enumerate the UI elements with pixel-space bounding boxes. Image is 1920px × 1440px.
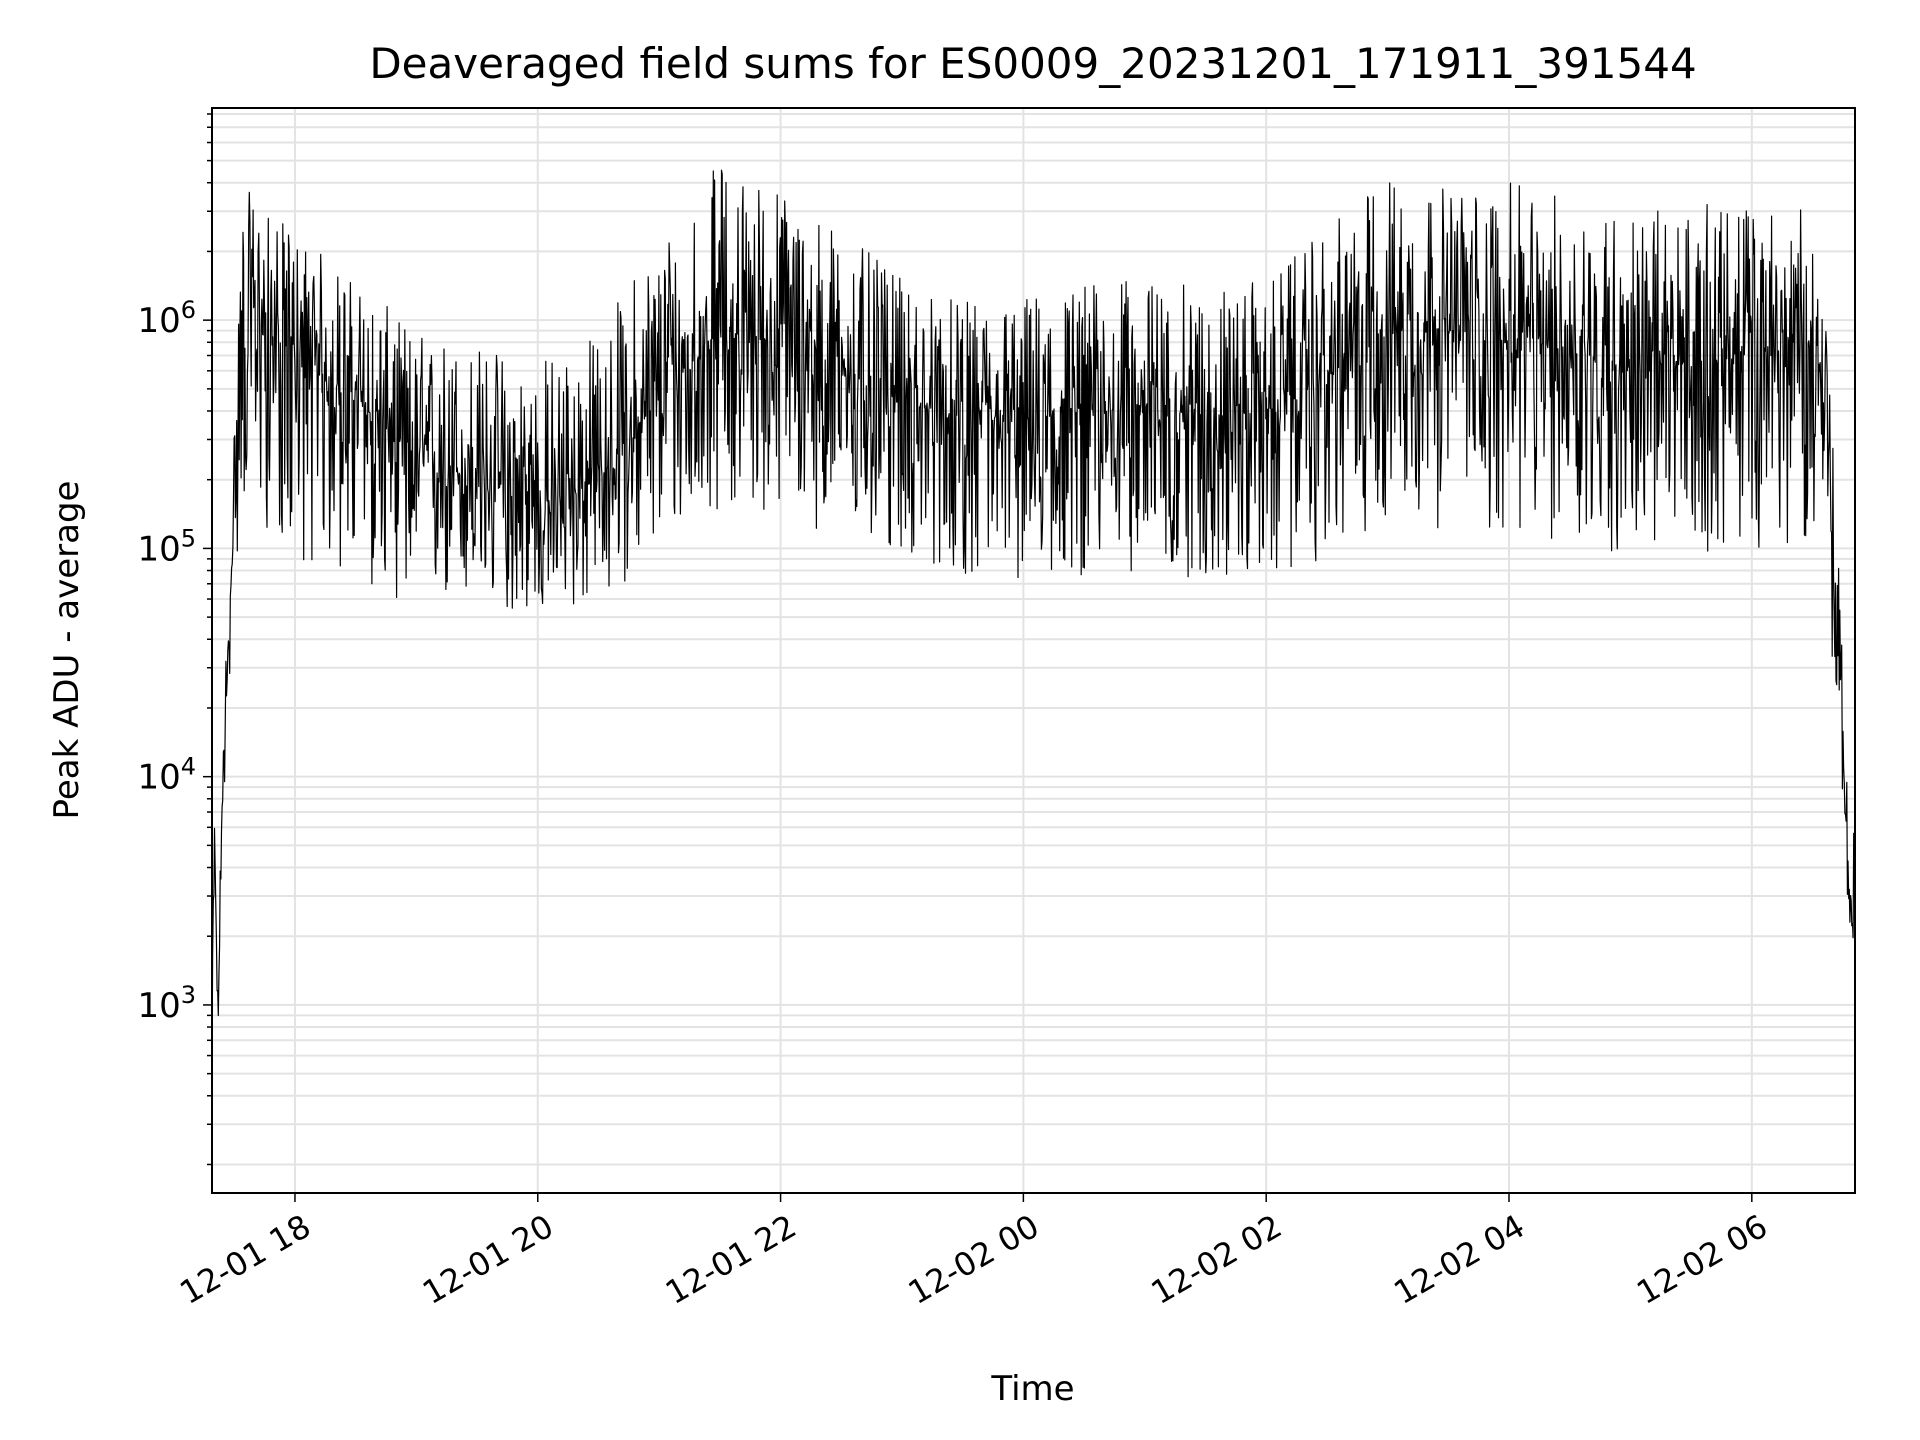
- series-layer: [211, 169, 1856, 1086]
- x-tick-label: 12-01 22: [659, 1207, 803, 1312]
- y-axis-label: Peak ADU - average: [47, 481, 87, 820]
- y-tick-label: 103: [137, 981, 196, 1026]
- x-tick-label: 12-01 20: [416, 1207, 560, 1312]
- plot-frame: [211, 107, 1856, 1194]
- x-tick-label: 12-01 18: [173, 1207, 317, 1312]
- x-tick-label: 12-02 00: [902, 1207, 1046, 1312]
- y-tick-label: 104: [137, 753, 196, 798]
- grid-layer: [212, 108, 1855, 1193]
- y-tick-label: 106: [137, 296, 196, 341]
- x-tick-label: 12-02 06: [1630, 1207, 1774, 1312]
- x-axis-label: Time: [990, 1369, 1074, 1409]
- x-tick-label: 12-02 02: [1145, 1207, 1289, 1312]
- chart-title: Deaveraged field sums for ES0009_2023120…: [369, 39, 1696, 88]
- x-tick-label: 12-02 04: [1387, 1207, 1531, 1312]
- y-tick-label: 105: [137, 524, 196, 569]
- series-line: [211, 169, 1856, 1086]
